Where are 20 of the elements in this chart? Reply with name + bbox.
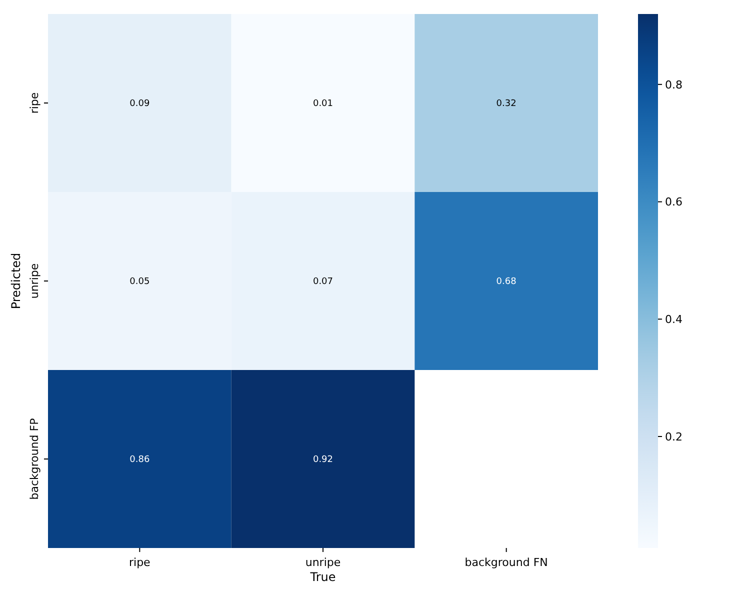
data-label: 0.01 — [312, 99, 334, 110]
color-bar-label: 0.6 — [665, 196, 682, 209]
data-label: 0.09 — [130, 99, 150, 110]
y-tick-label: ripe — [28, 92, 41, 114]
y-tick-label: unripe — [28, 263, 41, 299]
x-tick-label: background FN — [464, 556, 548, 569]
data-label: 0.92 — [312, 455, 334, 466]
y-axis-title: Predicted — [9, 252, 23, 310]
color-bar-label: 0.2 — [665, 430, 682, 444]
data-label: 0.07 — [312, 277, 334, 288]
x-tick-label: ripe — [128, 556, 151, 569]
data-label: 0.86 — [130, 455, 150, 466]
data-label: 0.05 — [130, 277, 150, 288]
color-bar-label: 0.4 — [665, 312, 682, 326]
x-axis-title: True — [309, 570, 336, 584]
data-label: 0.68 — [496, 277, 517, 288]
x-tick-label: unripe — [305, 556, 341, 569]
color-bar-label: 0.8 — [665, 78, 682, 92]
y-tick-label: background FP — [28, 418, 41, 500]
data-label: 0.32 — [496, 99, 516, 110]
